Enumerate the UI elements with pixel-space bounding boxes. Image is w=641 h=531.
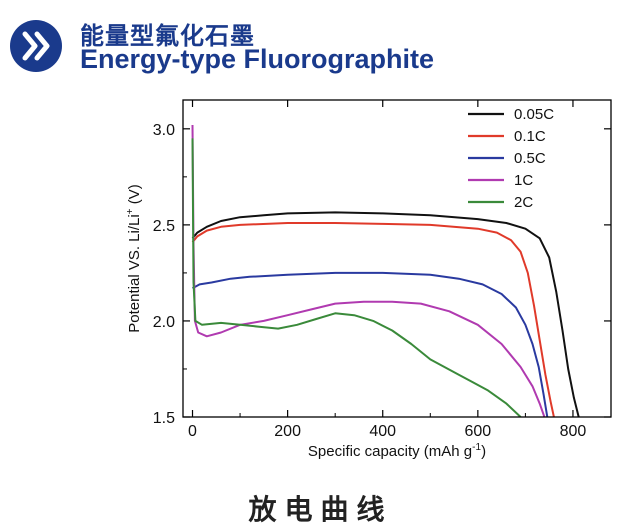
plot-frame <box>182 99 612 418</box>
x-tick-label: 600 <box>464 423 491 440</box>
y-tick-label: 3.0 <box>153 122 175 139</box>
legend-label-0.1C: 0.1C <box>514 128 546 145</box>
double-chevron-right-icon <box>10 20 62 72</box>
series-line-1C <box>191 124 546 417</box>
title-english: Energy-type Fluorographite <box>80 44 435 74</box>
series-line-0.1C <box>191 222 555 417</box>
x-axis-label: Specific capacity (mAh g-1) <box>308 442 486 460</box>
legend-label-1C: 1C <box>514 172 533 189</box>
figure-caption: 放电曲线 <box>248 493 393 526</box>
legend-label-0.5C: 0.5C <box>514 150 546 167</box>
x-tick-label: 0 <box>188 423 197 440</box>
discharge-curve-chart: 0 200 400 600 800 1.5 2.0 2.5 3.0 Specific capaci… <box>125 99 612 460</box>
series-line-0.05C <box>191 211 580 417</box>
legend-label-0.05C: 0.05C <box>514 106 554 123</box>
title-chinese: 能量型氟化石墨 <box>80 22 255 50</box>
axes: 0 200 400 600 800 1.5 2.0 2.5 3.0 Specific capaci… <box>125 99 612 460</box>
series-lines <box>191 124 580 417</box>
y-axis-label: Potential VS. Li/Li+ (V) <box>125 184 143 332</box>
x-tick-label: 800 <box>560 423 587 440</box>
legend-label-2C: 2C <box>514 194 533 211</box>
y-tick-label: 2.0 <box>153 314 175 331</box>
x-tick-label: 400 <box>369 423 396 440</box>
y-tick-label: 2.5 <box>153 218 175 235</box>
x-tick-label: 200 <box>274 423 301 440</box>
series-line-2C <box>191 138 522 417</box>
series-line-0.5C <box>192 271 549 417</box>
y-tick-label: 1.5 <box>153 410 175 427</box>
page-header: 能量型氟化石墨 Energy-type Fluorographite <box>10 16 470 78</box>
legend: 0.05C 0.1C 0.5C 1C 2C <box>468 106 554 211</box>
